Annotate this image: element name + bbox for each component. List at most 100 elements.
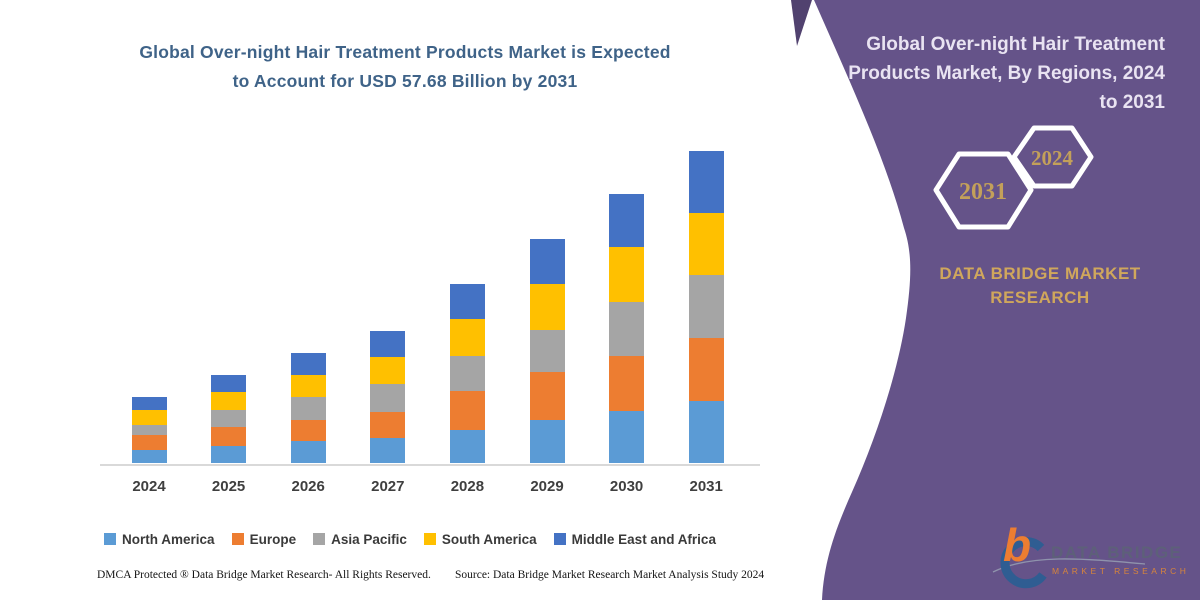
x-axis-label: 2025 [211, 478, 246, 495]
hexagon-2031: 2031 [933, 151, 1034, 230]
bar-segment [290, 353, 326, 375]
bar-segment [529, 371, 565, 420]
brand-line2: RESEARCH [990, 288, 1090, 307]
legend-swatch-icon [104, 533, 117, 545]
chart-title-line2: to Account for USD 57.68 Billion by 2031 [232, 71, 578, 91]
bar-segment [131, 409, 167, 425]
legend-swatch-icon [231, 533, 244, 545]
logo-d-icon [1000, 537, 1047, 589]
bar-segment [290, 396, 326, 420]
bar-segment [609, 411, 645, 463]
legend: North America Europe Asia Pacific South Ame… [60, 529, 760, 549]
x-axis-label: 2027 [371, 478, 405, 495]
bar-segment [688, 151, 724, 214]
bar-segment [131, 435, 167, 450]
bar-segment [370, 438, 406, 463]
x-axis-label: 2026 [291, 478, 325, 495]
legend-item: Europe [231, 531, 297, 547]
legend-item: North America [104, 532, 215, 547]
stacked-bar-2029 [529, 238, 565, 463]
bar-segment [529, 238, 565, 284]
panel-title-line2: Products Market, By Regions, 2024 [848, 63, 1165, 84]
bar-segment [449, 319, 485, 356]
panel-title-line3: to 2031 [1099, 92, 1165, 113]
panel-shape [814, 0, 1200, 600]
bar-segment [370, 357, 406, 384]
legend-label: Asia Pacific [331, 531, 407, 547]
bar-segment [290, 374, 326, 397]
dmca-text: DMCA Protected ® Data Bridge Market Rese… [97, 569, 431, 581]
hexagon-2024-label: 2024 [1031, 146, 1074, 170]
databridge-logo: b DATA BRIDGE MARKET RESEARCH [992, 519, 1189, 589]
bar-segment [688, 401, 724, 463]
bar-segment [609, 247, 645, 303]
stacked-bar-2026 [290, 353, 326, 463]
bar-segment [609, 302, 645, 356]
legend-swatch-icon [313, 533, 326, 545]
bar-segment [529, 329, 565, 372]
logo-subtext: MARKET RESEARCH [1052, 566, 1189, 576]
bar-segment [290, 441, 326, 463]
legend-item: South America [423, 531, 537, 547]
legend-item: Asia Pacific [313, 532, 407, 547]
legend-label: Europe [249, 531, 297, 547]
legend-label: South America [441, 531, 537, 547]
bar-segment [688, 274, 724, 339]
hexagon-2024: 2024 [1011, 125, 1094, 189]
x-axis-label: 2029 [530, 478, 564, 495]
bar-segment [688, 213, 724, 275]
legend-swatch-icon [423, 533, 436, 545]
brand-line1: DATA BRIDGE MARKET [939, 264, 1141, 283]
bar-segment [211, 374, 247, 392]
bar-segment [449, 283, 485, 320]
bar-segment [370, 383, 406, 412]
legend-label: Middle East and Africa [571, 531, 716, 547]
bar-segment [211, 391, 247, 411]
x-axis-label: 2024 [132, 478, 166, 495]
plot-area: 2024 2025 2026 2027 2028 2029 2030 2031 [0, 150, 810, 495]
bar-segment [211, 446, 247, 463]
legend-swatch-icon [553, 533, 566, 545]
bar-segment [449, 429, 485, 463]
bar-segment [211, 410, 247, 428]
bar-segment [211, 427, 247, 447]
bar-segment [609, 193, 645, 248]
panel-title: Global Over-night Hair Treatment Product… [845, 30, 1165, 117]
bar-segment [609, 355, 645, 412]
x-axis-line [100, 464, 760, 466]
chart-title: Global Over-night Hair Treatment Product… [55, 38, 755, 96]
bar-segment [290, 419, 326, 442]
bar-segment [131, 424, 167, 436]
brand-text: DATA BRIDGE MARKET RESEARCH [910, 262, 1170, 310]
panel-corner-wedge [791, 0, 812, 46]
hexagon-2031-outline [933, 151, 1034, 230]
panel-title-line1: Global Over-night Hair Treatment [866, 34, 1165, 55]
bar-segment [688, 338, 724, 402]
stacked-bar-2024 [131, 396, 167, 463]
chart-title-line1: Global Over-night Hair Treatment Product… [139, 42, 671, 62]
stacked-bar-2027 [370, 330, 406, 463]
bar-segment [131, 450, 167, 463]
x-axis-label: 2030 [609, 478, 644, 495]
bar-segment [449, 355, 485, 392]
x-axis-label: 2031 [689, 478, 723, 495]
stacked-bar-2031 [688, 151, 724, 463]
legend-label: North America [122, 531, 215, 547]
bar-segment [529, 419, 565, 463]
stacked-bar-2025 [211, 374, 247, 463]
hexagon-2024-outline [1011, 125, 1094, 189]
stacked-bar-2028 [449, 283, 485, 463]
legend-item: Middle East and Africa [553, 531, 716, 547]
source-text: Source: Data Bridge Market Research Mark… [455, 569, 765, 581]
hexagon-2031-label: 2031 [959, 179, 1007, 205]
stacked-bar-2030 [609, 193, 645, 463]
bar-segment [370, 330, 406, 358]
bar-segment [131, 396, 167, 410]
footer: DMCA Protected ® Data Bridge Market Rese… [0, 569, 810, 589]
logo-wordmark: DATA BRIDGE [1051, 543, 1182, 562]
logo-b-icon: b [1003, 519, 1031, 571]
x-axis-label: 2028 [450, 478, 485, 495]
bar-segment [370, 411, 406, 439]
